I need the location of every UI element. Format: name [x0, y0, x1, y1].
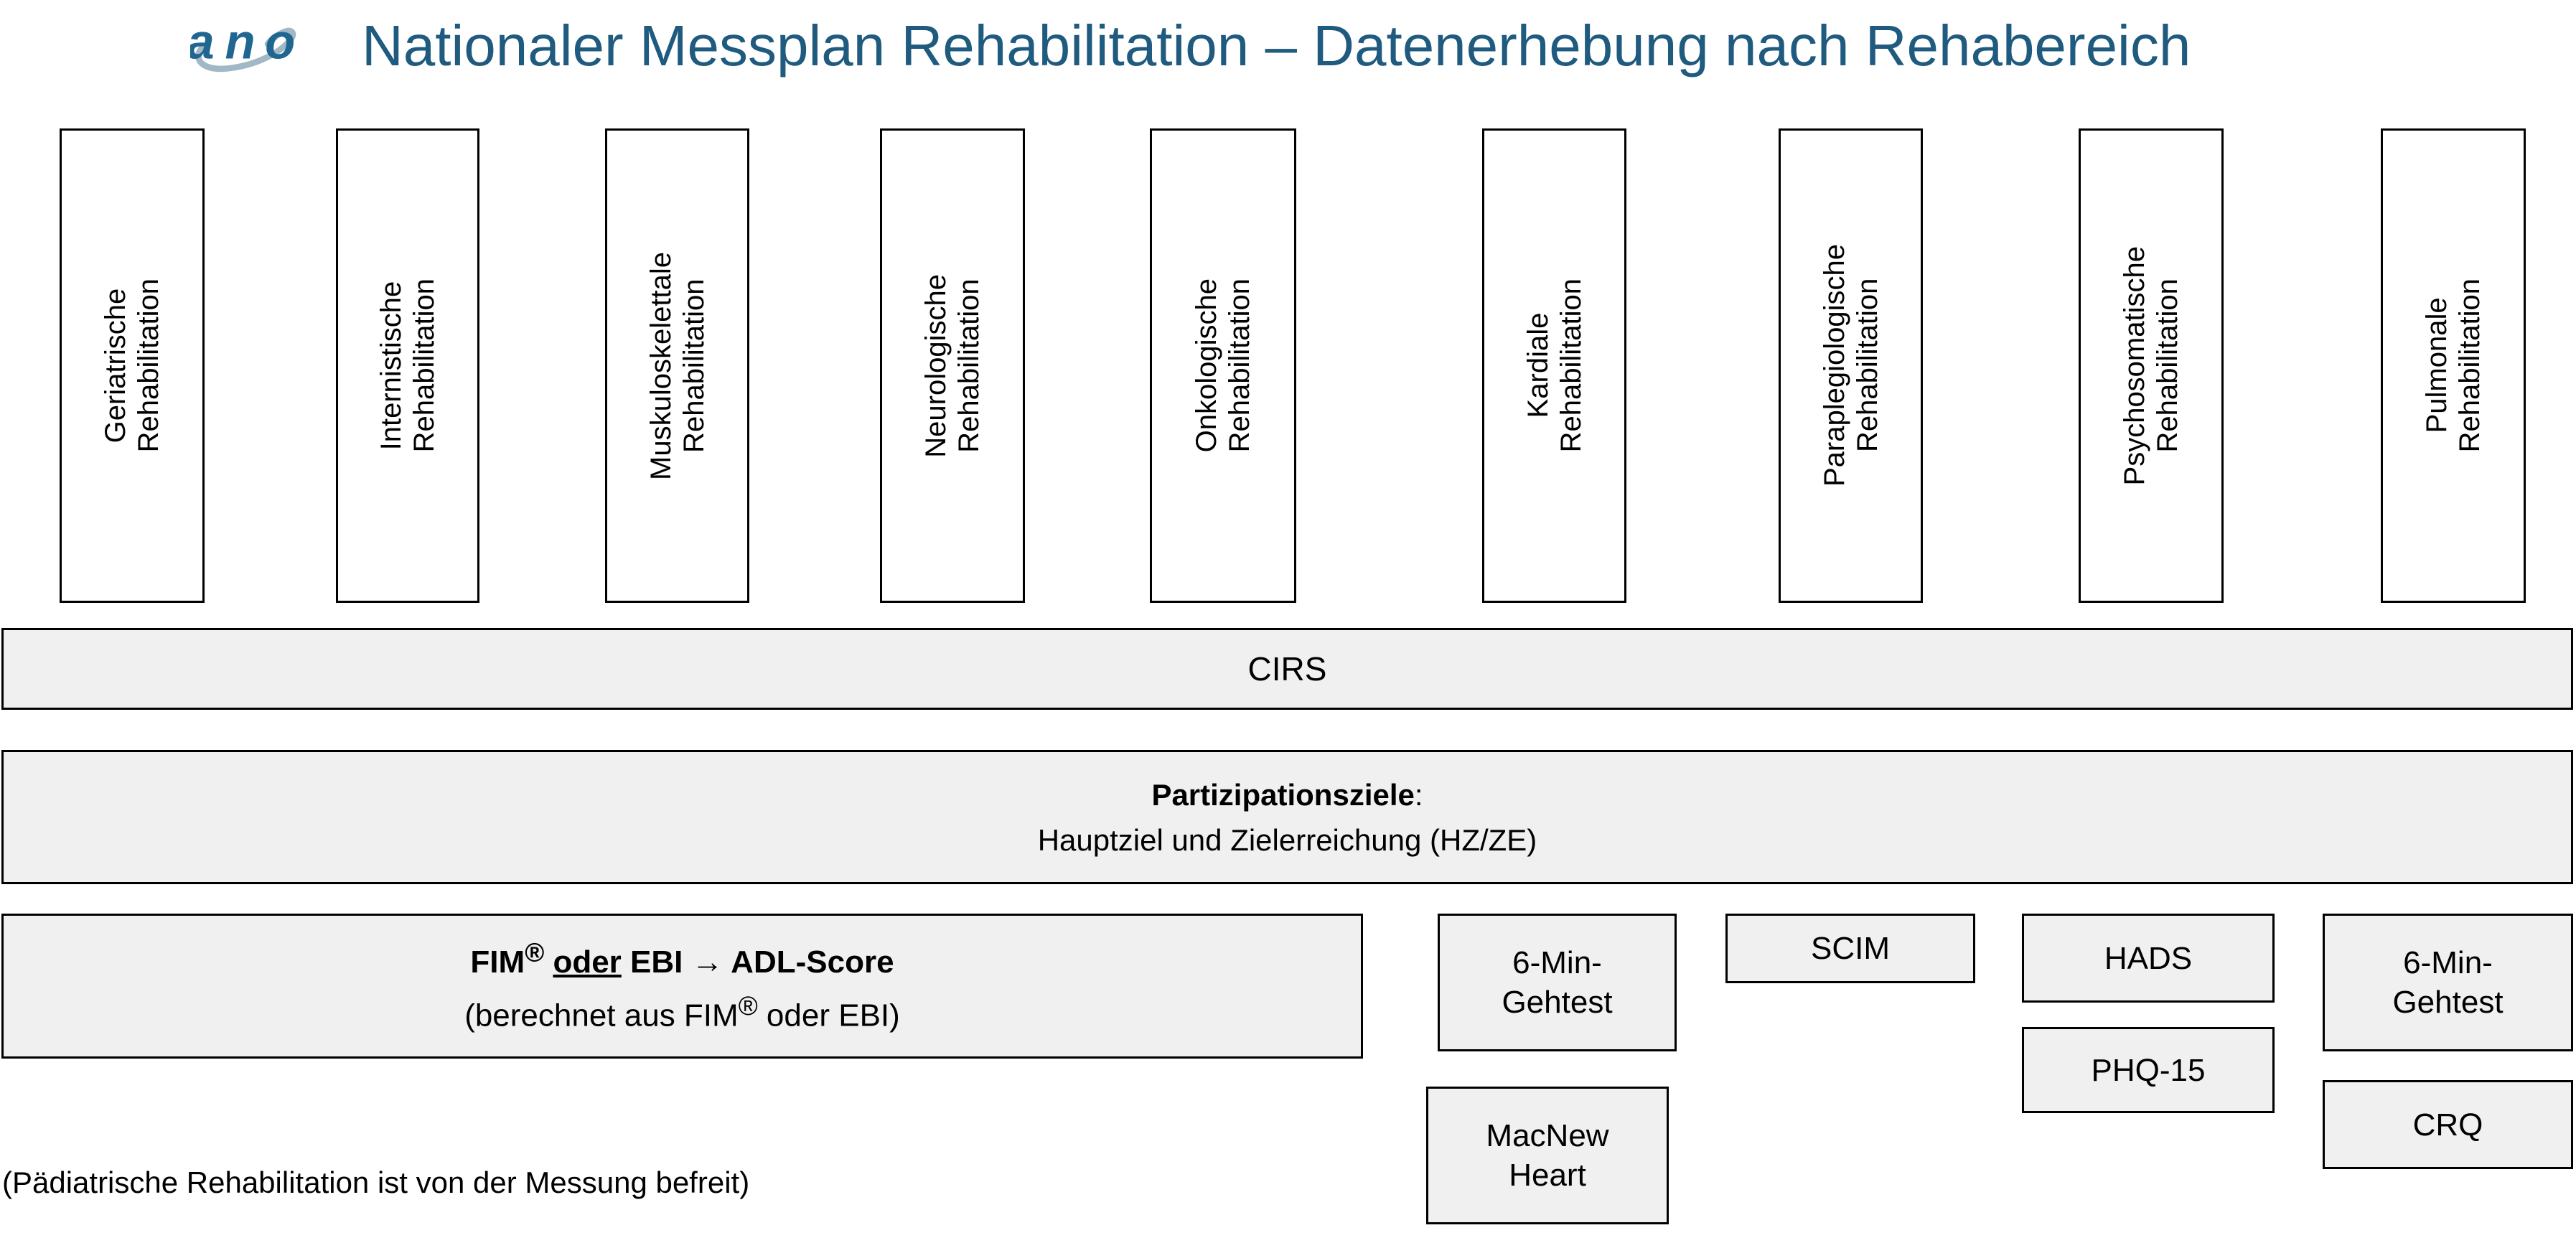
svg-text:a: a [190, 14, 215, 69]
svg-text:n: n [225, 14, 256, 69]
svg-text:o: o [265, 14, 295, 69]
